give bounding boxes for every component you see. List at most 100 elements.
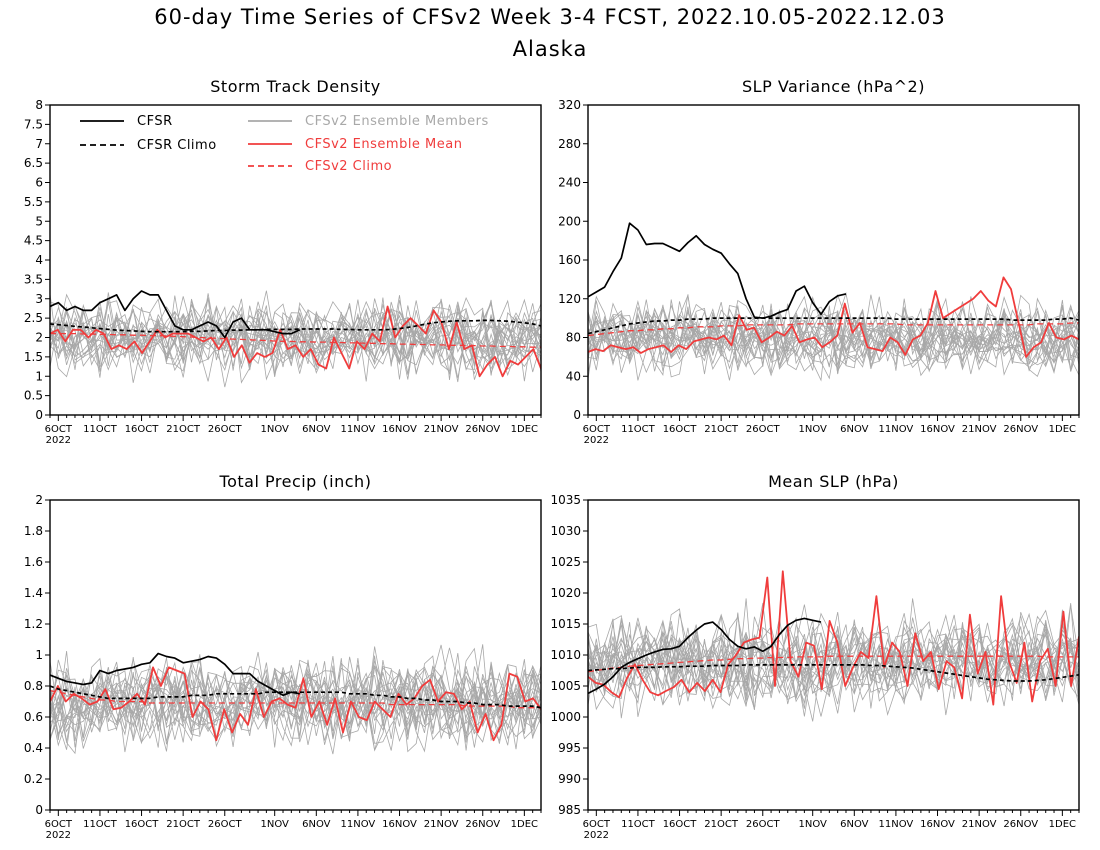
y-tick-label: 0.8 <box>24 679 43 693</box>
x-tick-label: 6OCT <box>583 819 611 830</box>
plot-area <box>588 570 1079 722</box>
x-tick-label: 11NOV <box>879 424 914 435</box>
x-tick-label: 16OCT <box>663 819 698 830</box>
x-tick-label: 21OCT <box>704 424 739 435</box>
ensemble-member-line <box>50 298 541 365</box>
x-tick-label: 21OCT <box>166 819 201 830</box>
ensemble-member-line <box>588 297 1079 380</box>
legend-label: CFSv2 Ensemble Mean <box>305 137 462 152</box>
x-year-label: 2022 <box>46 435 71 446</box>
legend-label: CFSv2 Climo <box>305 159 392 174</box>
ensemble-member-line <box>50 657 541 735</box>
x-tick-label: 26NOV <box>1003 424 1038 435</box>
cfsr-line <box>588 617 822 695</box>
ensemble-mean-line <box>588 570 1079 706</box>
y-tick-label: 1020 <box>550 586 581 600</box>
cfsv2-climo-line <box>50 332 541 348</box>
y-tick-label: 1010 <box>550 648 581 662</box>
y-tick-label: 1.5 <box>24 350 43 364</box>
x-year-label: 2022 <box>584 830 609 841</box>
x-tick-label: 21NOV <box>962 819 997 830</box>
y-tick-label: 8 <box>35 98 43 112</box>
y-tick-label: 0.5 <box>24 389 43 403</box>
x-tick-label: 16NOV <box>382 819 417 830</box>
x-tick-label: 1NOV <box>798 819 827 830</box>
ensemble-member-line <box>588 614 1079 717</box>
x-tick-label: 21OCT <box>166 424 201 435</box>
cfsr-climo-line <box>588 317 1079 335</box>
y-tick-label: 1030 <box>550 524 581 538</box>
ensemble-mean-line <box>50 305 541 378</box>
y-tick-label: 2 <box>35 331 43 345</box>
x-tick-label: 26OCT <box>746 819 781 830</box>
y-tick-label: 0 <box>573 408 581 422</box>
ensemble-member-line <box>50 301 541 373</box>
x-tick-label: 11OCT <box>621 424 656 435</box>
y-tick-label: 0.6 <box>24 710 43 724</box>
ensemble-mean-line <box>50 666 541 742</box>
y-tick-label: 2 <box>35 493 43 507</box>
panel-3: Total Precip (inch) 0 0.2 0.4 0.6 0.8 1 1.2 1.4 1… <box>24 472 542 841</box>
y-tick-label: 3 <box>35 292 43 306</box>
y-tick-label: 4.5 <box>24 234 43 248</box>
y-tick-label: 320 <box>558 98 581 112</box>
ensemble-member-line <box>50 644 541 745</box>
ensemble-member-line <box>50 295 541 380</box>
ensemble-member-line <box>50 668 541 745</box>
x-tick-label: 16OCT <box>663 424 698 435</box>
x-tick-label: 16NOV <box>920 819 955 830</box>
y-tick-label: 1.8 <box>24 524 43 538</box>
y-tick-label: 985 <box>558 803 581 817</box>
x-tick-label: 1NOV <box>798 424 827 435</box>
ensemble-member-line <box>50 655 541 742</box>
x-tick-label: 6OCT <box>583 424 611 435</box>
panel-title: Mean SLP (hPa) <box>768 472 899 491</box>
x-tick-label: 16OCT <box>125 819 160 830</box>
y-tick-label: 1015 <box>550 617 581 631</box>
x-tick-label: 11OCT <box>83 424 118 435</box>
panel-title: Storm Track Density <box>210 77 380 96</box>
x-tick-label: 21NOV <box>424 424 459 435</box>
x-tick-label: 21OCT <box>704 819 739 830</box>
cfsr-climo-line <box>50 319 541 333</box>
x-tick-label: 6NOV <box>840 424 869 435</box>
x-tick-label: 16NOV <box>920 424 955 435</box>
x-tick-label: 1DEC <box>511 424 538 435</box>
x-year-label: 2022 <box>584 435 609 446</box>
ensemble-member-line <box>588 609 1079 717</box>
legend-label: CFSR Climo <box>137 138 217 153</box>
x-tick-label: 6NOV <box>840 819 869 830</box>
panel-1: Storm Track Density 0 0.5 1 1.5 2 2.5 3 3.5 4 4.5 5… <box>24 77 542 446</box>
x-tick-label: 1NOV <box>260 819 289 830</box>
x-tick-label: 26OCT <box>208 819 243 830</box>
y-tick-label: 1025 <box>550 555 581 569</box>
y-tick-label: 6 <box>35 176 43 190</box>
y-tick-label: 0 <box>35 408 43 422</box>
plot-frame <box>49 499 542 811</box>
y-tick-label: 1 <box>35 648 43 662</box>
panel-4: Mean SLP (hPa) 985 990 995 1000 1005 1010 1015 1… <box>550 472 1080 841</box>
figure-subtitle: Alaska <box>512 37 588 61</box>
cfsr-line <box>50 290 301 339</box>
y-tick-label: 1035 <box>550 493 581 507</box>
x-tick-label: 1DEC <box>1049 424 1076 435</box>
x-tick-label: 11OCT <box>621 819 656 830</box>
cfsr-line <box>588 222 847 319</box>
legend-label: CFSR <box>137 114 173 129</box>
y-tick-label: 3.5 <box>24 272 43 286</box>
ensemble-member-line <box>50 661 541 753</box>
figure-title: 60-day Time Series of CFSv2 Week 3-4 FCS… <box>154 5 946 29</box>
ensemble-member-line <box>50 665 541 751</box>
legend-label: CFSv2 Ensemble Members <box>305 114 489 129</box>
ensemble-member-line <box>588 598 1079 714</box>
cfsv2-climo-line <box>588 655 1079 673</box>
x-tick-label: 26NOV <box>1003 819 1038 830</box>
x-tick-label: 26OCT <box>746 424 781 435</box>
y-tick-label: 4 <box>35 253 43 267</box>
x-tick-label: 11NOV <box>341 424 376 435</box>
ensemble-member-line <box>50 656 541 755</box>
y-tick-label: 280 <box>558 137 581 151</box>
y-tick-label: 0.4 <box>24 741 43 755</box>
x-tick-label: 26NOV <box>465 819 500 830</box>
